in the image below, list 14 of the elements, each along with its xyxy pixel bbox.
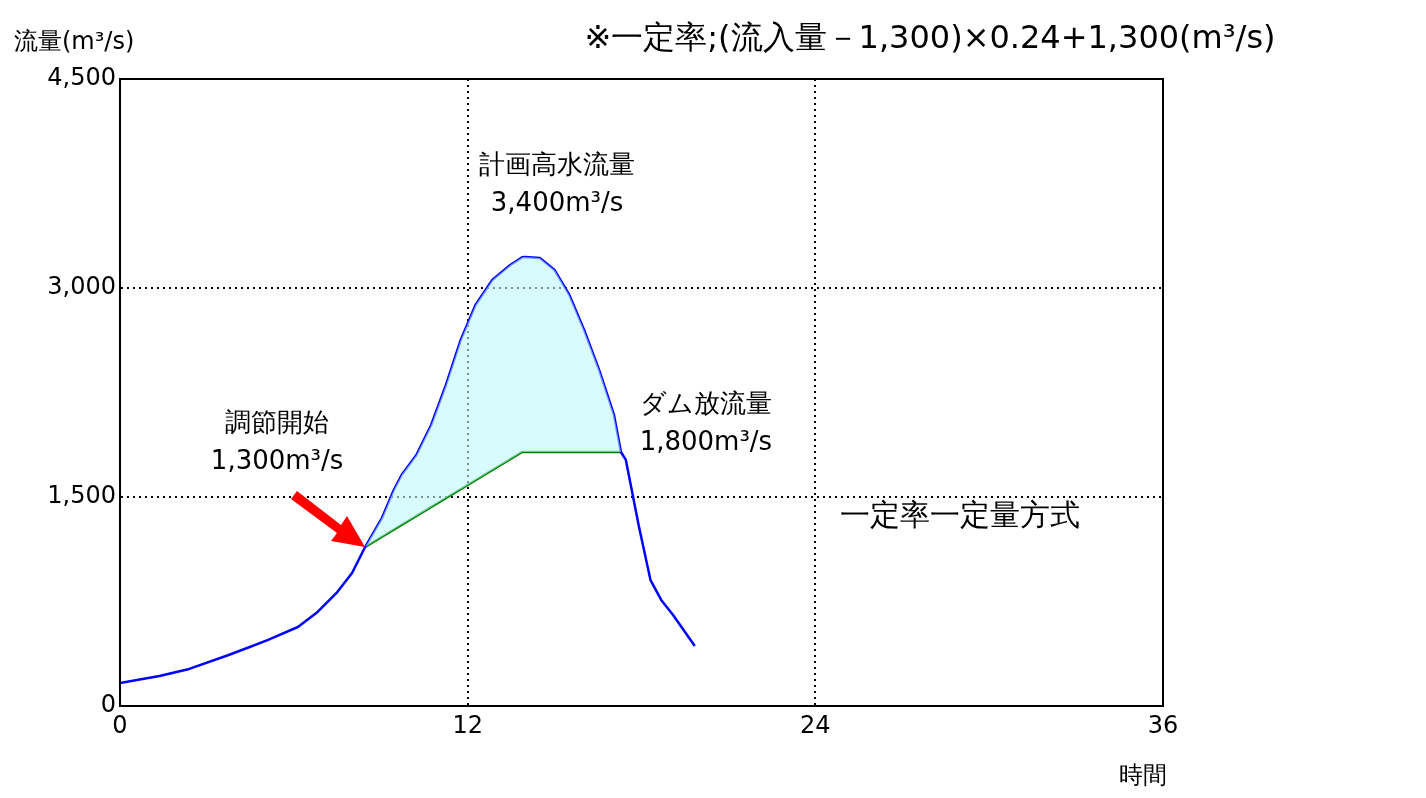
annotation: ダム放流量 1,800m³/s — [639, 386, 773, 458]
annotation: 一定率一定量方式 — [839, 496, 1080, 534]
y-tick-label: 3,000 — [47, 272, 116, 301]
x-tick-label: 36 — [1147, 710, 1179, 739]
annotation: 計画高水流量 3,400m³/s — [479, 147, 636, 219]
y-tick-label: 1,500 — [47, 481, 116, 510]
y-tick-label: 4,500 — [47, 63, 116, 92]
x-axis-title: 時間 — [1119, 760, 1167, 791]
x-tick-label: 24 — [800, 710, 831, 739]
annotation: 調節開始 1,300m³/s — [210, 405, 344, 477]
y-axis-title: 流量(m³/s) — [14, 26, 135, 57]
x-tick-label: 12 — [452, 710, 483, 739]
y-tick-label: 0 — [100, 690, 116, 719]
chart-title: ※一定率;(流入量－1,300)×0.24+1,300(m³/s) — [584, 17, 1276, 58]
